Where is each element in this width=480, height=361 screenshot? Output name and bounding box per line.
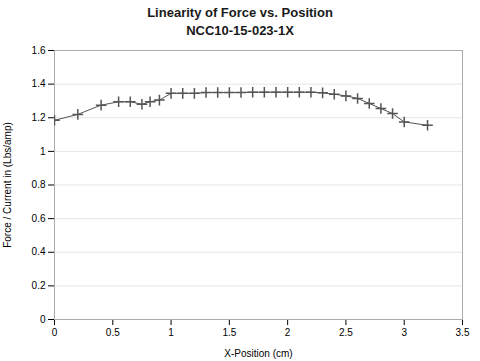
svg-text:0.8: 0.8: [32, 179, 46, 190]
svg-text:0: 0: [52, 327, 58, 338]
svg-text:3: 3: [401, 327, 407, 338]
html-text:Linearity of Force vs. Positio: Linearity of Force vs. Position: [147, 5, 333, 20]
svg-text:Force / Current in (Lbs/amp): Force / Current in (Lbs/amp): [2, 122, 13, 248]
svg-text:X-Position (cm): X-Position (cm): [224, 348, 292, 359]
svg-text:1: 1: [168, 327, 174, 338]
svg-text:0: 0: [40, 314, 46, 325]
svg-text:1.5: 1.5: [222, 327, 236, 338]
svg-text:2: 2: [285, 327, 291, 338]
svg-text:0.2: 0.2: [32, 280, 46, 291]
svg-text:0.4: 0.4: [32, 246, 46, 257]
svg-text:1.2: 1.2: [32, 112, 46, 123]
svg-text:0.6: 0.6: [32, 213, 46, 224]
svg-text:1.4: 1.4: [32, 78, 46, 89]
svg-text:0.5: 0.5: [106, 327, 120, 338]
svg-text:1.6: 1.6: [32, 45, 46, 56]
svg-text:1: 1: [40, 146, 46, 157]
svg-text:2.5: 2.5: [339, 327, 353, 338]
html-text:NCC10-15-023-1X: NCC10-15-023-1X: [186, 23, 294, 38]
svg-text:3.5: 3.5: [456, 327, 470, 338]
